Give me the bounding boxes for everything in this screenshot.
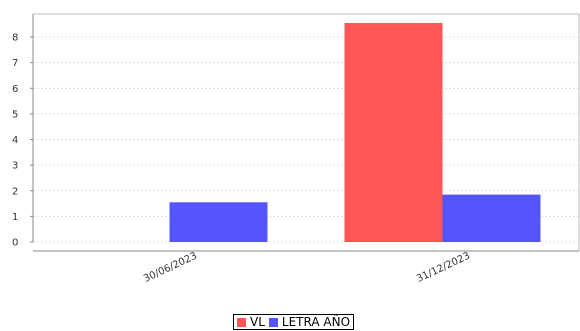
y-tick-label: 2 (12, 186, 18, 197)
y-tick-label: 1 (12, 212, 18, 223)
y-tick-label: 5 (12, 109, 18, 120)
legend-swatch-letra-ano (269, 318, 278, 327)
y-tick-label: 6 (12, 84, 18, 95)
legend-item-letra-ano: LETRA AÑO (269, 315, 350, 329)
x-category-label: 31/12/2023 (415, 251, 472, 285)
legend-label-vl: VL (250, 315, 265, 329)
legend-swatch-vl (237, 318, 246, 327)
bar-letra-a-o-0 (170, 202, 268, 242)
y-tick-label: 3 (12, 161, 18, 172)
bar-vl-1 (345, 23, 443, 242)
y-tick-label: 4 (12, 135, 18, 146)
y-tick-label: 8 (12, 33, 18, 44)
legend-item-vl: VL (237, 315, 265, 329)
legend: VL LETRA AÑO (233, 314, 354, 330)
legend-label-letra-ano: LETRA AÑO (282, 315, 350, 329)
y-axis-ticks: 0 1 2 3 4 5 6 7 8 (12, 33, 33, 249)
x-axis-labels: 30/06/2023 31/12/2023 (142, 251, 472, 285)
y-tick-label: 7 (12, 58, 18, 69)
y-tick-label: 0 (12, 238, 18, 249)
x-category-label: 30/06/2023 (142, 251, 199, 285)
bar-letra-a-o-1 (443, 195, 541, 242)
